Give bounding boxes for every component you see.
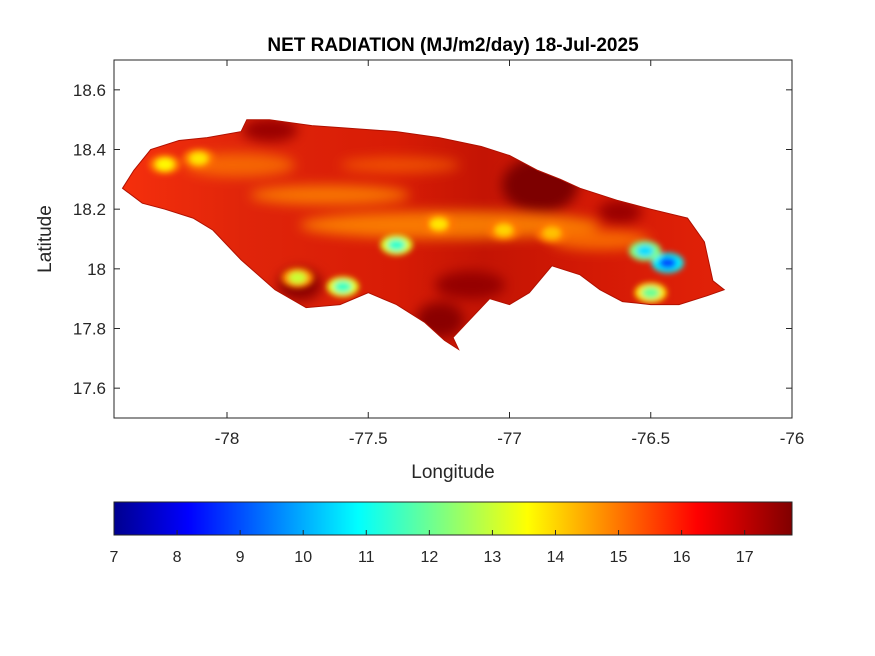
- colorbar-tick-label: 12: [420, 549, 438, 566]
- y-axis-label: Latitude: [35, 205, 56, 273]
- y-tick-label: 17.8: [73, 320, 106, 339]
- colorbar-tick-label: 17: [736, 549, 754, 566]
- x-axis-label: Longitude: [411, 462, 494, 483]
- colorbar: [114, 502, 792, 535]
- colorbar-tick-label: 10: [294, 549, 312, 566]
- orange-band-east: [550, 230, 650, 250]
- colorbar-ticks: 7 8 9 10 11 12 13 14 15 16 17: [110, 530, 754, 566]
- hotspot: [155, 158, 174, 171]
- hotspot: [641, 286, 660, 299]
- orange-band-west: [250, 185, 410, 205]
- y-tick-label: 18: [87, 260, 106, 279]
- orange-band-north: [340, 157, 460, 173]
- y-tick-label: 17.6: [73, 379, 106, 398]
- colorbar-tick-label: 13: [484, 549, 502, 566]
- hotspot: [189, 152, 208, 165]
- colorbar-tick-label: 11: [358, 549, 375, 566]
- colorbar-frame: [113, 501, 793, 536]
- x-tick-label: -78: [215, 429, 240, 448]
- chart-title: NET RADIATION (MJ/m2/day) 18-Jul-2025: [267, 35, 639, 56]
- x-tick-label: -77: [497, 429, 522, 448]
- hotspot: [542, 227, 561, 240]
- colorbar-tick-label: 14: [547, 549, 565, 566]
- hotspot: [288, 271, 307, 284]
- x-tick-label: -76.5: [631, 429, 670, 448]
- y-tick-label: 18.4: [73, 141, 106, 160]
- hotspot: [429, 218, 448, 231]
- colorbar-tick-label: 9: [236, 549, 245, 566]
- land-field: [122, 119, 725, 350]
- colorbar-tick-label: 16: [673, 549, 691, 566]
- x-tick-label: -77.5: [349, 429, 388, 448]
- y-axis-ticks: 17.6 17.8 18 18.2 18.4 18.6: [73, 81, 792, 398]
- hotspot: [658, 256, 677, 269]
- hotspot: [333, 280, 352, 293]
- colorbar-tick-label: 15: [610, 549, 628, 566]
- island-outline: [121, 119, 726, 351]
- maroon-zone-north: [242, 119, 298, 142]
- hotspot: [387, 238, 406, 251]
- axes-box: [113, 59, 793, 419]
- maroon-zone-central-south: [435, 271, 505, 299]
- hotspot: [494, 224, 513, 237]
- maroon-zone-north-east: [598, 200, 642, 224]
- x-axis-ticks: -78 -77.5 -77 -76.5 -76: [215, 60, 805, 448]
- y-tick-label: 18.6: [73, 81, 106, 100]
- map-layer: [121, 119, 726, 351]
- x-tick-label: -76: [780, 429, 805, 448]
- colorbar-tick-label: 7: [110, 549, 119, 566]
- y-tick-label: 18.2: [73, 200, 106, 219]
- hotspot-layer: [148, 148, 684, 303]
- hotspot: [636, 244, 655, 257]
- colorbar-tick-label: 8: [173, 549, 182, 566]
